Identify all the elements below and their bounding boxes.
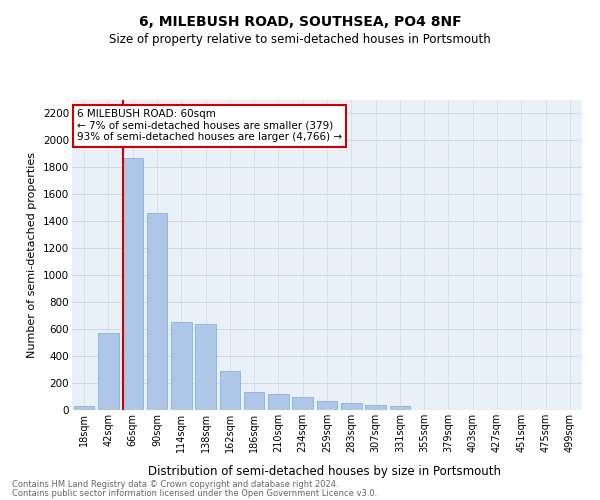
Y-axis label: Number of semi-detached properties: Number of semi-detached properties [28, 152, 37, 358]
Text: 6, MILEBUSH ROAD, SOUTHSEA, PO4 8NF: 6, MILEBUSH ROAD, SOUTHSEA, PO4 8NF [139, 15, 461, 29]
Bar [195, 324, 216, 410]
Bar [389, 406, 410, 410]
Bar [171, 322, 191, 410]
Bar [122, 158, 143, 410]
Bar [220, 371, 240, 410]
Text: Distribution of semi-detached houses by size in Portsmouth: Distribution of semi-detached houses by … [148, 464, 500, 477]
Text: Size of property relative to semi-detached houses in Portsmouth: Size of property relative to semi-detach… [109, 32, 491, 46]
Bar [74, 406, 94, 410]
Bar [292, 396, 313, 410]
Bar [98, 333, 119, 410]
Bar [365, 404, 386, 410]
Bar [146, 213, 167, 410]
Bar [244, 392, 265, 410]
Text: Contains HM Land Registry data © Crown copyright and database right 2024.: Contains HM Land Registry data © Crown c… [12, 480, 338, 489]
Text: Contains public sector information licensed under the Open Government Licence v3: Contains public sector information licen… [12, 489, 377, 498]
Bar [341, 404, 362, 410]
Bar [317, 400, 337, 410]
Text: 6 MILEBUSH ROAD: 60sqm
← 7% of semi-detached houses are smaller (379)
93% of sem: 6 MILEBUSH ROAD: 60sqm ← 7% of semi-deta… [77, 110, 342, 142]
Bar [268, 394, 289, 410]
